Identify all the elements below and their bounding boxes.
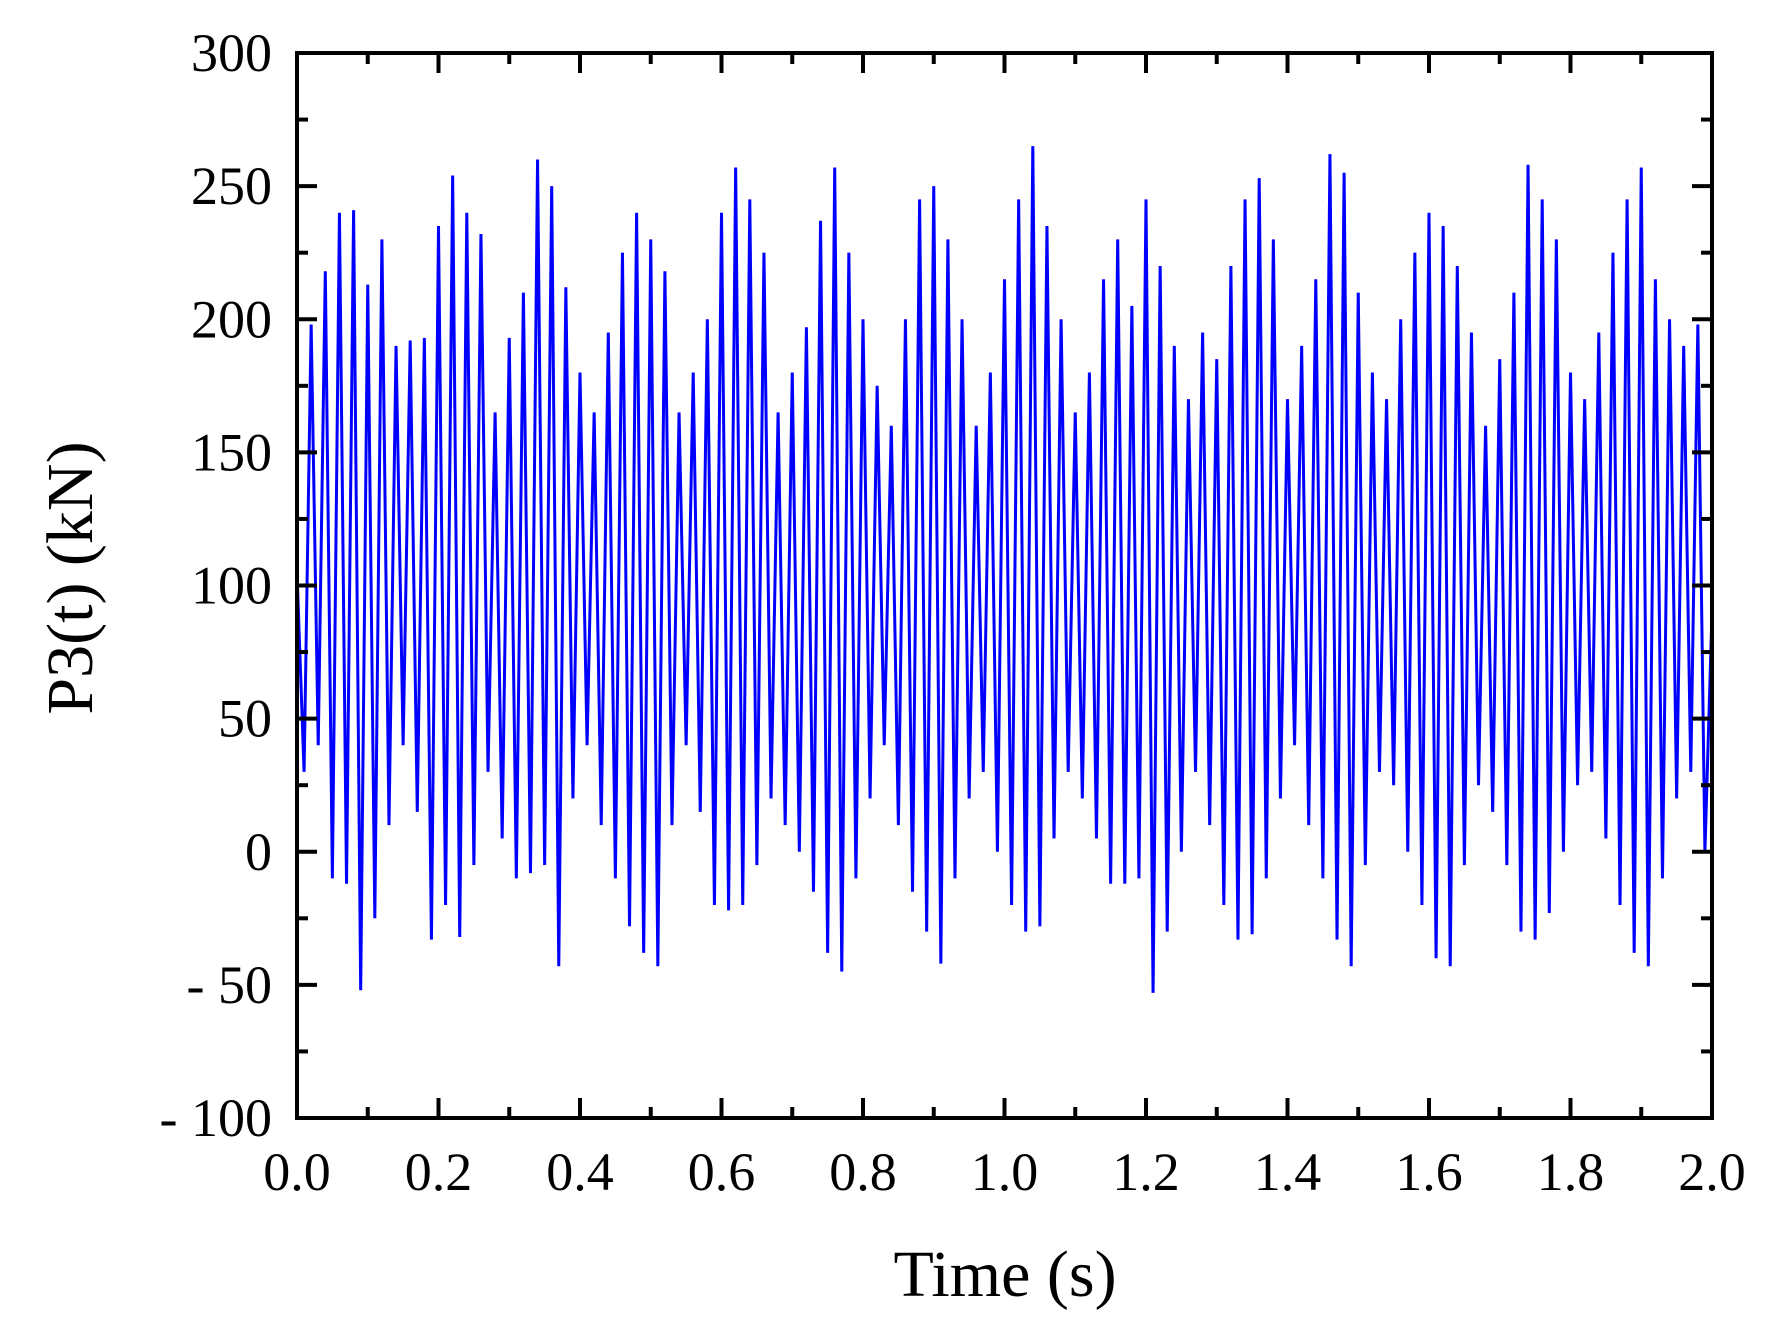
x-tick-label: 0.8 [829, 1142, 897, 1202]
x-tick-label: 0.0 [263, 1142, 331, 1202]
data-line [295, 146, 1714, 993]
plot-frame [295, 51, 1714, 1120]
x-tick-label: 1.8 [1537, 1142, 1605, 1202]
x-tick-label: 1.6 [1395, 1142, 1463, 1202]
y-tick-label: 150 [191, 422, 272, 482]
x-tick-label: 1.0 [971, 1142, 1039, 1202]
x-tick-label: 0.2 [405, 1142, 473, 1202]
y-axis-title: P3(t) (kN) [34, 441, 107, 714]
x-tick-label: 0.6 [688, 1142, 756, 1202]
x-tick-label: 1.2 [1112, 1142, 1180, 1202]
y-tick-label: - 100 [160, 1088, 272, 1148]
y-tick-label: 0 [245, 822, 272, 882]
y-tick-label: 100 [191, 556, 272, 616]
x-tick-label: 0.4 [546, 1142, 614, 1202]
y-tick-label: 300 [191, 23, 272, 83]
y-tick-label: - 50 [187, 955, 272, 1015]
x-axis-title: Time (s) [893, 1238, 1116, 1311]
x-tick-label: 1.4 [1254, 1142, 1322, 1202]
y-tick-label: 200 [191, 289, 272, 349]
y-tick-label: 250 [191, 156, 272, 216]
x-tick-label: 2.0 [1678, 1142, 1746, 1202]
y-tick-label: 50 [218, 689, 272, 749]
